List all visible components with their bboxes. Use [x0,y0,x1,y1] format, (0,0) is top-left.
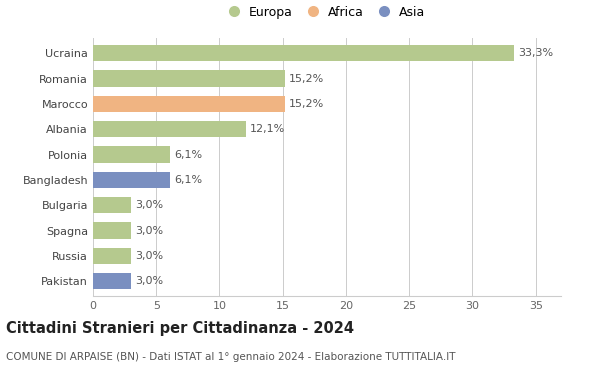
Bar [93,248,131,264]
Text: 3,0%: 3,0% [135,226,163,236]
Bar [93,273,131,290]
Text: 3,0%: 3,0% [135,200,163,210]
Bar [93,121,246,138]
Legend: Europa, Africa, Asia: Europa, Africa, Asia [227,3,427,21]
Bar [93,45,514,62]
Bar [93,70,285,87]
Text: COMUNE DI ARPAISE (BN) - Dati ISTAT al 1° gennaio 2024 - Elaborazione TUTTITALIA: COMUNE DI ARPAISE (BN) - Dati ISTAT al 1… [6,352,455,361]
Text: Cittadini Stranieri per Cittadinanza - 2024: Cittadini Stranieri per Cittadinanza - 2… [6,321,354,336]
Text: 12,1%: 12,1% [250,124,285,134]
Bar [93,197,131,214]
Text: 6,1%: 6,1% [174,150,202,160]
Text: 6,1%: 6,1% [174,175,202,185]
Text: 15,2%: 15,2% [289,99,325,109]
Text: 3,0%: 3,0% [135,251,163,261]
Bar [93,172,170,188]
Bar [93,96,285,112]
Text: 3,0%: 3,0% [135,276,163,286]
Text: 15,2%: 15,2% [289,74,325,84]
Bar [93,146,170,163]
Text: 33,3%: 33,3% [518,48,553,58]
Bar [93,222,131,239]
